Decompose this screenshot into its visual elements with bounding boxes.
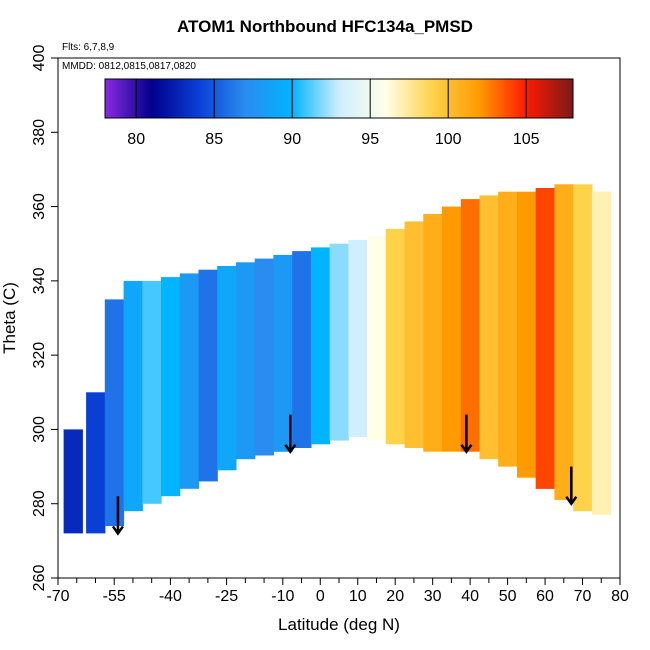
heatmap-field: [63, 184, 612, 534]
heatmap-column: [254, 258, 274, 456]
heatmap-column: [479, 195, 499, 460]
y-tick-label: 380: [31, 119, 48, 146]
heatmap-column: [404, 221, 424, 448]
y-tick-label: 400: [31, 45, 48, 72]
heatmap-column: [554, 184, 574, 501]
heatmap-column: [63, 429, 83, 534]
heatmap-column: [310, 247, 331, 445]
arrows: [111, 414, 578, 536]
heatmap-column: [273, 254, 293, 452]
heatmap-column: [573, 184, 593, 512]
heatmap-column: [535, 188, 555, 489]
arrow-head: [460, 443, 473, 454]
x-tick-label: -70: [46, 588, 69, 605]
x-tick-label: 30: [424, 588, 442, 605]
x-tick-label: 10: [349, 588, 367, 605]
heatmap-column: [86, 392, 106, 534]
heatmap-column: [292, 251, 312, 448]
heatmap-column: [498, 191, 518, 467]
colorbar-tick-label: 90: [283, 131, 301, 148]
x-tick-label: 80: [611, 588, 629, 605]
dates-annotation: MMDD: 0812,0815,0817,0820: [62, 61, 196, 72]
heatmap-column: [236, 262, 256, 460]
heatmap-column: [385, 228, 406, 445]
flights-annotation: Flts: 6,7,8,9: [62, 42, 115, 53]
x-tick-label: 60: [536, 588, 554, 605]
x-tick-label: 50: [499, 588, 517, 605]
x-tick-label: 40: [461, 588, 479, 605]
x-tick-label: 0: [316, 588, 325, 605]
arrow-head: [284, 443, 297, 454]
heatmap-column: [217, 266, 237, 471]
y-tick-label: 340: [31, 267, 48, 294]
heatmap-column: [460, 199, 481, 452]
heatmap-column: [329, 243, 349, 441]
chart-title: ATOM1 Northbound HFC134a_PMSD: [177, 17, 473, 36]
colorbar-tick-label: 85: [205, 131, 223, 148]
heatmap-column: [591, 191, 612, 515]
heatmap-column: [442, 206, 462, 452]
arrow-head: [111, 525, 124, 536]
y-axis-label: Theta (C): [0, 282, 19, 354]
x-axis-label: Latitude (deg N): [278, 615, 400, 634]
heatmap-column: [123, 280, 143, 512]
colorbar-gradient: [104, 78, 574, 119]
x-tick-label: 20: [386, 588, 404, 605]
x-tick-label: -25: [215, 588, 238, 605]
colorbar-tick-label: 80: [127, 131, 145, 148]
y-tick-label: 260: [31, 565, 48, 592]
colorbar-tick-label: 105: [513, 131, 540, 148]
arrow-head: [565, 495, 578, 506]
heatmap-column: [161, 277, 181, 497]
heatmap-column: [104, 299, 125, 526]
y-tick-label: 360: [31, 193, 48, 220]
colorbar: 80 85 90 95 100 105: [104, 78, 574, 148]
heatmap-column: [423, 214, 443, 452]
y-tick-label: 320: [31, 342, 48, 369]
axes: -70 -55 -40 -25 -10 0 10 20 30 40 50 60 70 80 260 280 30…: [31, 45, 629, 605]
heatmap-column: [517, 191, 537, 478]
heatmap-column: [142, 280, 162, 504]
y-tick-label: 280: [31, 490, 48, 517]
heatmap-column: [179, 273, 200, 489]
x-tick-label: -10: [271, 588, 294, 605]
heatmap-column: [367, 236, 387, 441]
colorbar-tick-label: 100: [435, 131, 462, 148]
x-tick-label: -55: [103, 588, 126, 605]
y-tick-label: 300: [31, 416, 48, 443]
colorbar-tick-label: 95: [361, 131, 379, 148]
heatmap-column: [198, 269, 218, 482]
x-tick-label: -40: [159, 588, 182, 605]
x-tick-label: 70: [574, 588, 592, 605]
heatmap-column: [348, 240, 368, 437]
